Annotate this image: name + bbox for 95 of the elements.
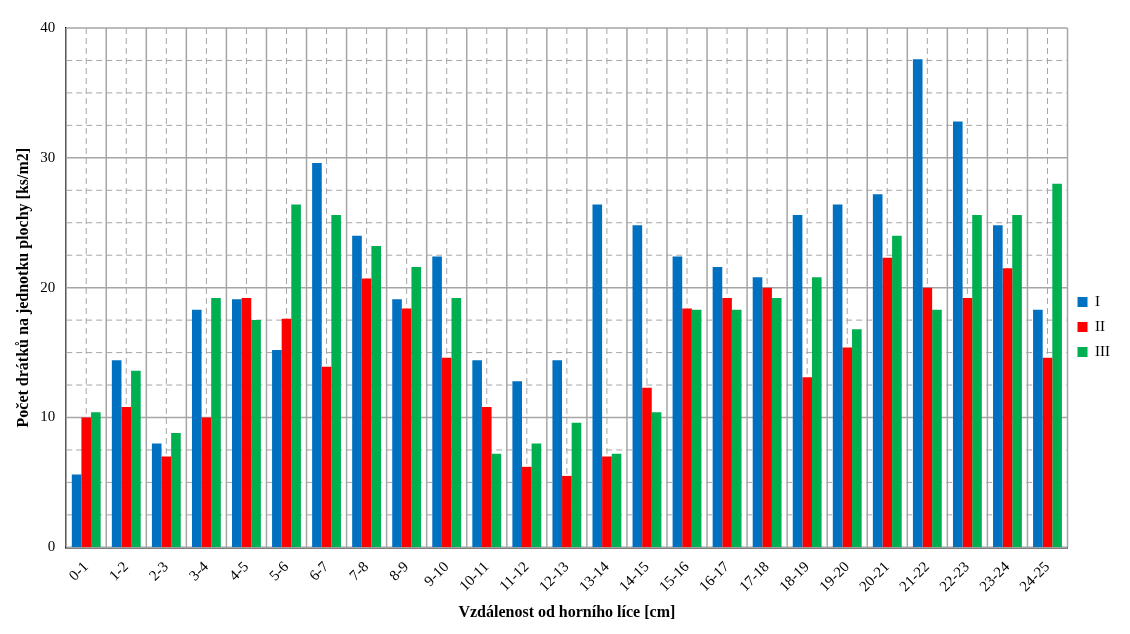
bar (472, 360, 482, 548)
bar (321, 366, 332, 548)
bar (432, 256, 442, 548)
bar (952, 121, 963, 548)
bar (151, 443, 162, 548)
x-tick-label: 7-8 (346, 558, 372, 584)
bar (111, 360, 122, 548)
x-axis-title: Vzdálenost od horního líce [cm] (458, 602, 676, 620)
bar (852, 329, 862, 548)
bar (371, 246, 382, 548)
bar (832, 204, 843, 548)
bar (811, 277, 822, 548)
bar (562, 475, 572, 548)
x-tick-label: 1-2 (105, 558, 132, 584)
y-tick-label: 0 (47, 538, 56, 555)
bar (481, 407, 492, 548)
bar (191, 309, 202, 548)
bar (993, 225, 1003, 548)
bar (682, 308, 692, 548)
bar (972, 214, 982, 548)
bar (1033, 309, 1043, 548)
bar (272, 349, 282, 548)
bar (211, 298, 221, 548)
bar (71, 474, 82, 548)
legend-label: II (1095, 317, 1106, 334)
bar (291, 204, 301, 548)
bar (1012, 214, 1022, 548)
x-tick-label: 0-1 (65, 558, 92, 584)
bar (491, 453, 502, 548)
bar (281, 318, 292, 548)
bar (712, 266, 723, 548)
y-tick-label: 30 (40, 148, 56, 165)
y-axis-title: Počet drátků na jednotku plochy [ks/m2] (13, 147, 32, 428)
bar (552, 360, 563, 548)
bar (241, 298, 252, 548)
bar (771, 298, 782, 548)
x-tick-label: 5-6 (265, 557, 292, 584)
bar (201, 417, 212, 548)
bar (842, 347, 853, 548)
bar (91, 412, 101, 548)
bar (731, 309, 742, 548)
bar (872, 194, 883, 548)
bar (1052, 183, 1062, 548)
bar (642, 387, 652, 548)
x-tick-label: 3-4 (185, 557, 212, 584)
bar (651, 412, 662, 548)
bar (602, 456, 612, 548)
bar (722, 298, 732, 548)
y-tick-label: 40 (40, 18, 56, 35)
legend-label: I (1095, 292, 1101, 309)
bar (121, 407, 132, 548)
bar (331, 214, 341, 548)
bar (161, 456, 172, 548)
bar (451, 298, 462, 548)
bar (882, 257, 893, 548)
legend-label: III (1095, 342, 1111, 359)
bar (571, 422, 582, 548)
bar (131, 370, 141, 548)
bar (691, 309, 702, 548)
bar (1042, 357, 1053, 548)
bar (361, 278, 372, 548)
bar (912, 59, 923, 548)
bar (522, 466, 532, 548)
x-tick-label: 9-10 (420, 558, 452, 590)
bar (352, 235, 362, 548)
bar (672, 256, 683, 548)
y-tick-label: 20 (40, 278, 56, 295)
bar (531, 443, 542, 548)
bar (592, 204, 603, 548)
bar (792, 214, 803, 548)
x-tick-label: 4-5 (225, 558, 252, 584)
bar (401, 308, 412, 548)
bar (81, 417, 92, 548)
bar (611, 453, 622, 548)
bar (632, 225, 643, 548)
bar (932, 309, 942, 548)
x-tick-label: 8-9 (386, 558, 412, 584)
bar (251, 320, 261, 548)
x-tick-label: 6-7 (305, 557, 332, 584)
bar (392, 299, 402, 548)
y-tick-label: 10 (40, 408, 56, 425)
bar (441, 357, 452, 548)
bar (922, 287, 933, 548)
bar (802, 377, 812, 548)
bar (512, 381, 522, 548)
bar (312, 163, 322, 548)
bar (171, 433, 181, 548)
bar (232, 299, 242, 548)
bar (1002, 268, 1013, 548)
bar (962, 298, 973, 548)
bar (892, 235, 902, 548)
bar (762, 287, 772, 548)
bar (752, 277, 763, 548)
bar (411, 266, 422, 548)
x-tick-label: 2-3 (145, 558, 172, 584)
